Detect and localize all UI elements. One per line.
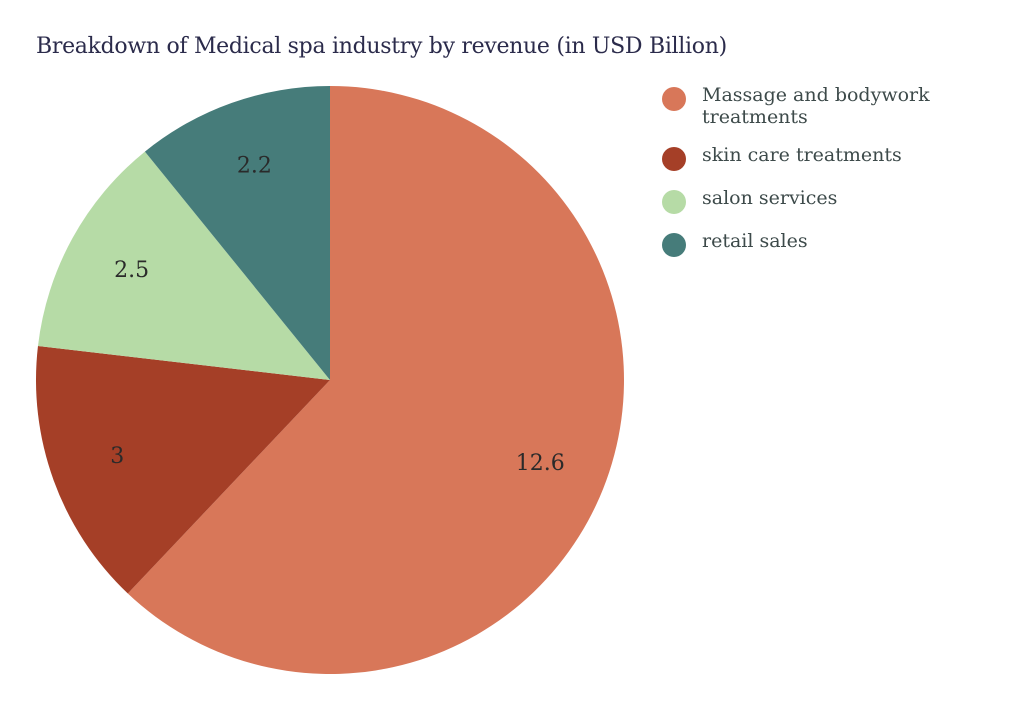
- legend-marker-icon: [662, 87, 686, 111]
- slice-data-label: 2.2: [237, 154, 272, 179]
- pie-slice-3: [144, 86, 330, 380]
- legend-label: skin care treatments: [702, 144, 902, 166]
- pie-chart: 12.6 3 2.5 2.2: [35, 86, 625, 675]
- pie-slice-0: [127, 86, 625, 675]
- legend-item[interactable]: skin care treatments: [662, 144, 1002, 171]
- pie-slice-1: [35, 345, 330, 594]
- slice-data-label: 2.5: [114, 258, 149, 283]
- legend-label: retail sales: [702, 230, 808, 252]
- legend-item[interactable]: retail sales: [662, 230, 1002, 257]
- legend-item[interactable]: Massage and bodywork treatments: [662, 84, 1002, 128]
- legend-label: Massage and bodywork treatments: [702, 84, 930, 128]
- slice-data-label: 12.6: [516, 451, 565, 476]
- legend-marker-icon: [662, 147, 686, 171]
- legend: Massage and bodywork treatments skin care…: [662, 84, 1002, 273]
- legend-marker-icon: [662, 233, 686, 257]
- pie-slice-2: [37, 151, 331, 380]
- chart-title: Breakdown of Medical spa industry by rev…: [36, 34, 727, 59]
- slice-data-label: 3: [110, 444, 124, 469]
- legend-item[interactable]: salon services: [662, 187, 1002, 214]
- legend-marker-icon: [662, 190, 686, 214]
- legend-label: salon services: [702, 187, 838, 209]
